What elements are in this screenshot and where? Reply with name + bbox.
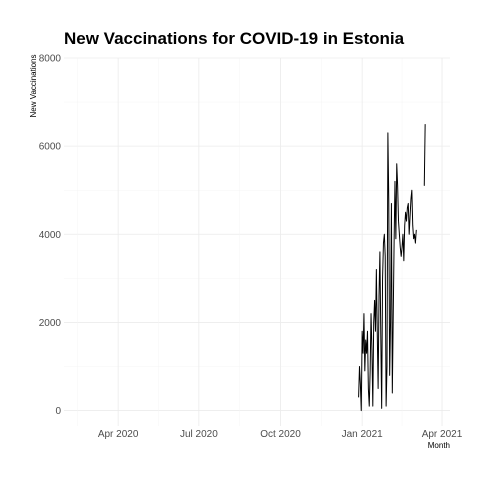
y-tick-label: 6000	[39, 142, 62, 153]
y-tick-label: 8000	[39, 54, 62, 65]
x-axis-ticks: Apr 2020 Jul 2020 Oct 2020 Jan 2021 Apr 2021	[98, 429, 463, 440]
y-axis-ticks: 0 2000 4000 6000 8000	[39, 54, 62, 418]
series-line	[423, 124, 426, 186]
x-tick-label: Jul 2020	[180, 429, 218, 440]
y-axis-title: New Vaccinations	[29, 55, 38, 118]
series-line	[358, 132, 417, 412]
x-tick-label: Oct 2020	[260, 429, 301, 440]
y-tick-label: 2000	[39, 318, 62, 329]
series-layer	[358, 124, 426, 412]
x-axis-title: Month	[428, 441, 450, 450]
x-tick-label: Jan 2021	[342, 429, 384, 440]
y-tick-label: 0	[55, 406, 61, 417]
chart-title: New Vaccinations for COVID-19 in Estonia	[64, 29, 405, 48]
x-tick-label: Apr 2021	[422, 429, 463, 440]
y-tick-label: 4000	[39, 230, 62, 241]
x-tick-label: Apr 2020	[98, 429, 139, 440]
